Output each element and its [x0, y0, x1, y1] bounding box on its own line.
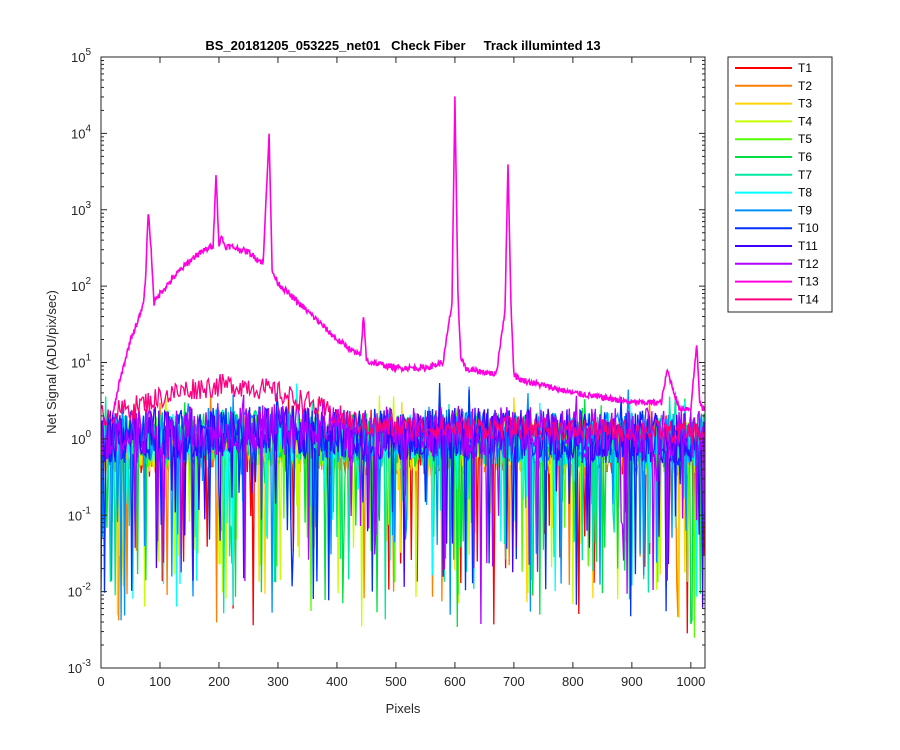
legend-label-t2: T2 [798, 79, 812, 93]
y-tick-label: 102 [71, 276, 91, 294]
legend-label-t11: T11 [798, 239, 818, 253]
legend-label-t14: T14 [798, 292, 819, 306]
legend-label-t5: T5 [798, 132, 812, 146]
series-line-t11 [101, 405, 705, 608]
legend-label-t9: T9 [798, 203, 812, 217]
y-tick-label: 103 [71, 200, 91, 218]
series-line-t12 [101, 394, 705, 625]
legend-label-t7: T7 [798, 168, 812, 182]
legend-label-t10: T10 [798, 221, 819, 235]
y-tick-label: 100 [71, 429, 91, 447]
x-tick-label: 200 [208, 674, 230, 689]
x-tick-label: 900 [621, 674, 643, 689]
y-tick-label: 105 [71, 47, 91, 65]
x-axis-label: Pixels [386, 701, 421, 716]
x-tick-label: 1000 [676, 674, 705, 689]
x-tick-label: 600 [444, 674, 466, 689]
legend-box [727, 56, 833, 313]
x-tick-label: 100 [149, 674, 171, 689]
series-line-t14 [101, 373, 705, 445]
series-layer [101, 96, 705, 638]
y-tick-label: 101 [71, 353, 91, 371]
y-tick-label: 10-1 [68, 505, 92, 523]
legend-label-t13: T13 [798, 275, 819, 289]
y-tick-label: 104 [71, 123, 91, 141]
series-line-t13 [112, 96, 705, 415]
y-tick-label: 10-3 [68, 658, 92, 676]
series-line-t10 [101, 382, 705, 617]
x-tick-label: 500 [385, 674, 407, 689]
legend-label-t8: T8 [798, 186, 812, 200]
x-tick-label: 300 [267, 674, 289, 689]
legend-label-t1: T1 [798, 61, 812, 75]
legend-label-t6: T6 [798, 150, 812, 164]
plot-area [101, 57, 705, 668]
legend-label-t12: T12 [798, 257, 819, 271]
y-axis-label: Net Signal (ADU/pix/sec) [44, 290, 59, 434]
x-axis: 0 100 200 300 400 500 600 700 800 900 1000 [97, 57, 705, 689]
y-tick-label: 10-2 [68, 582, 92, 600]
legend-label-t4: T4 [798, 114, 812, 128]
chart-title: BS_20181205_053225_net01 Check Fiber Tra… [205, 38, 600, 53]
y-axis: 10-3 10-2 10-1 100 101 102 103 104 105 [68, 47, 705, 676]
legend: T1 T2 T3 T4 T5 T6 T7 T8 T9 T10 T11 T12 T13 T14 [727, 56, 833, 313]
x-tick-label: 700 [503, 674, 525, 689]
x-tick-label: 800 [562, 674, 584, 689]
legend-label-t3: T3 [798, 97, 812, 111]
x-tick-label: 400 [326, 674, 348, 689]
x-tick-label: 0 [97, 674, 104, 689]
